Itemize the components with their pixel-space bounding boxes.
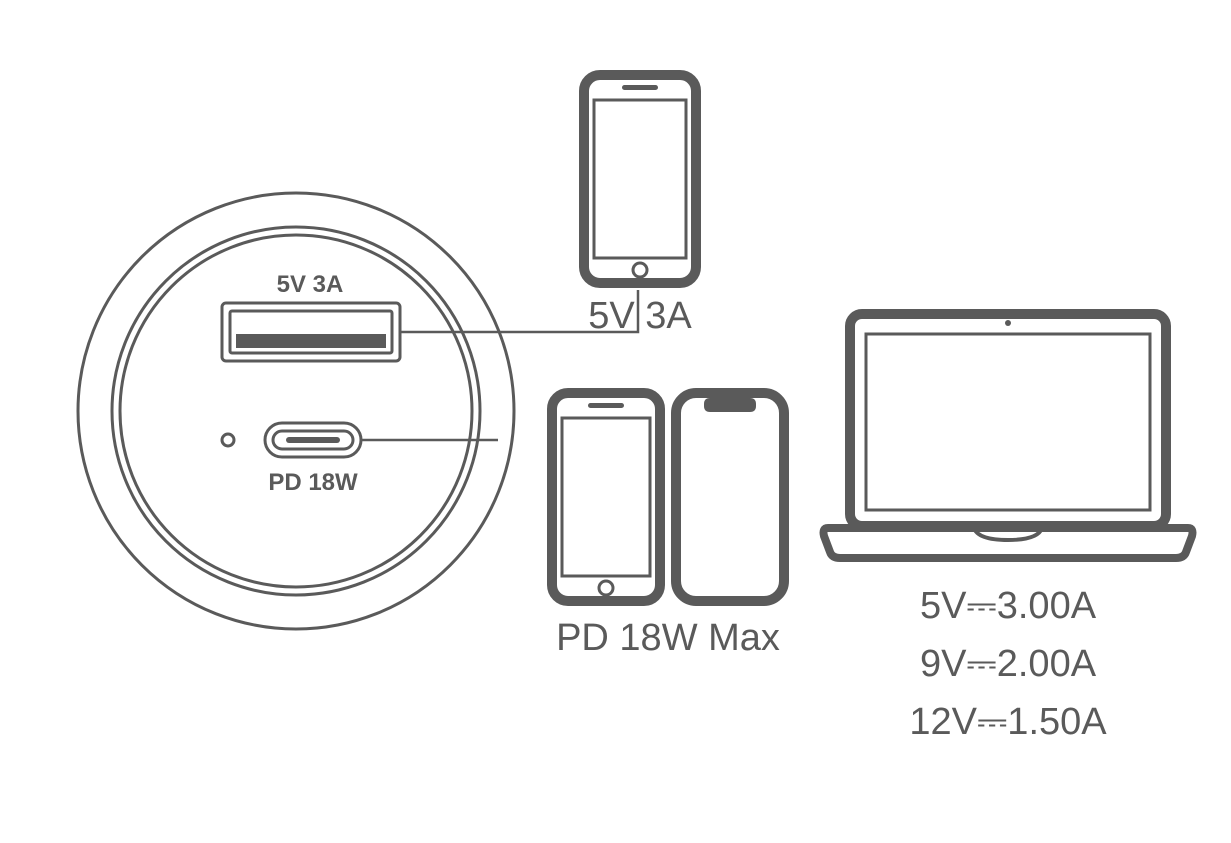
charger-diagram: 5V 3A PD 18W [0, 0, 1231, 843]
laptop-spec-2: 9V⎓2.00A [920, 643, 1097, 685]
phone-group: PD 18W Max [552, 393, 784, 659]
phone-top: 5V 3A [584, 75, 696, 337]
laptop-spec-3: 12V⎓1.50A [909, 701, 1107, 743]
phone-b [676, 393, 784, 601]
phone-group-label: PD 18W Max [556, 617, 780, 659]
charger-face: 5V 3A PD 18W [78, 193, 514, 629]
phone-top-label: 5V 3A [588, 295, 692, 337]
usb-a-port: 5V 3A [222, 271, 400, 361]
laptop-icon: 5V⎓3.00A 9V⎓2.00A 12V⎓1.50A [824, 314, 1193, 743]
phone-a [552, 393, 660, 601]
usb-c-label: PD 18W [268, 469, 358, 496]
usb-c-port: PD 18W [265, 423, 361, 496]
led-indicator [222, 434, 234, 446]
usb-a-label: 5V 3A [277, 271, 344, 298]
laptop-spec-1: 5V⎓3.00A [920, 585, 1097, 627]
